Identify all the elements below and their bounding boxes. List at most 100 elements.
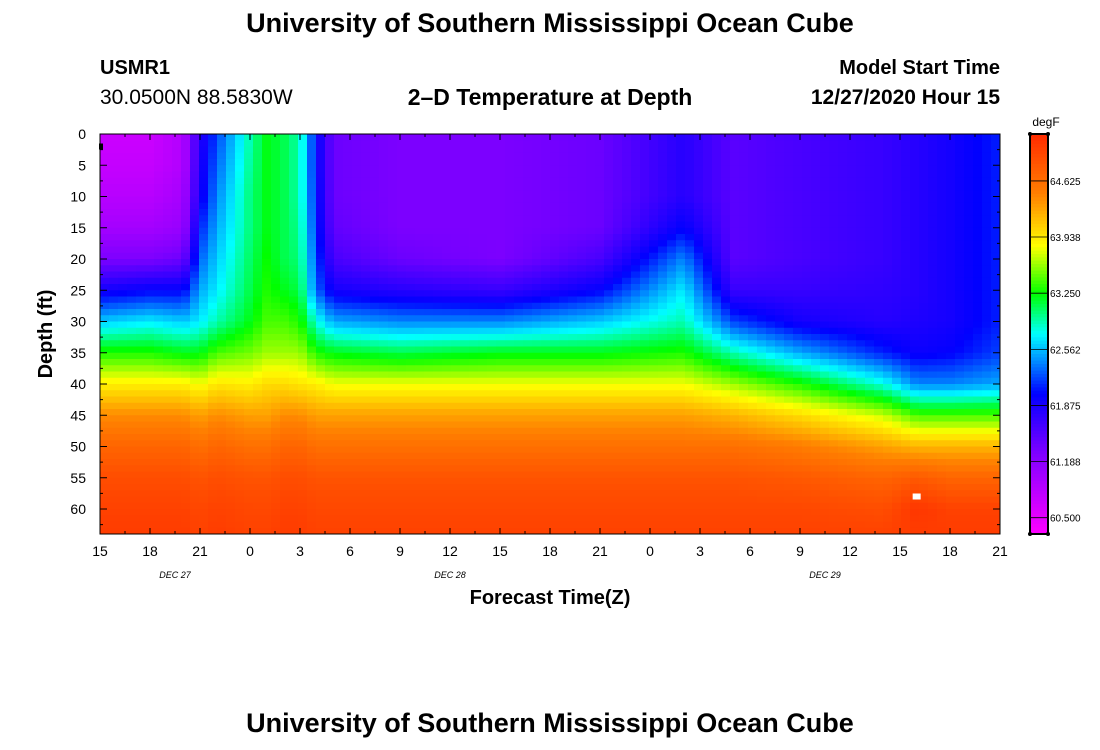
heatmap-cell xyxy=(784,265,794,273)
heatmap-cell xyxy=(487,409,497,416)
heatmap-cell xyxy=(469,215,479,223)
heatmap-cell xyxy=(685,484,695,491)
heatmap-cell xyxy=(397,390,407,398)
heatmap-cell xyxy=(379,365,389,373)
heatmap-cell xyxy=(280,265,290,273)
heatmap-cell xyxy=(478,240,488,248)
heatmap-cell xyxy=(748,371,758,379)
heatmap-cell xyxy=(640,496,650,504)
heatmap-cell xyxy=(388,284,398,291)
heatmap-cell xyxy=(649,315,659,323)
heatmap-cell xyxy=(550,484,560,491)
heatmap-cell xyxy=(379,446,389,454)
heatmap-cell xyxy=(145,246,155,254)
heatmap-cell xyxy=(208,277,218,285)
heatmap-cell xyxy=(406,277,416,285)
heatmap-cell xyxy=(343,396,353,404)
heatmap-cell xyxy=(280,446,290,454)
heatmap-cell xyxy=(208,352,218,360)
heatmap-cell xyxy=(154,477,164,485)
heatmap-cell xyxy=(631,396,641,404)
heatmap-cell xyxy=(190,396,200,404)
heatmap-cell xyxy=(280,284,290,291)
heatmap-cell xyxy=(649,277,659,285)
heatmap-cell xyxy=(658,234,668,241)
heatmap-cell xyxy=(118,384,128,391)
heatmap-cell xyxy=(100,315,110,323)
heatmap-cell xyxy=(424,327,434,335)
heatmap-cell xyxy=(397,427,407,435)
heatmap-cell xyxy=(748,159,758,166)
heatmap-cell xyxy=(343,415,353,423)
heatmap-cell xyxy=(739,402,749,410)
heatmap-cell xyxy=(334,384,344,391)
heatmap-cell xyxy=(478,159,488,166)
heatmap-cell xyxy=(721,221,731,229)
heatmap-cell xyxy=(199,496,209,504)
heatmap-cell xyxy=(496,284,506,291)
heatmap-cell xyxy=(523,296,533,304)
heatmap-cell xyxy=(226,296,236,304)
heatmap-cell xyxy=(676,434,686,441)
heatmap-cell xyxy=(523,152,533,160)
heatmap-cell xyxy=(550,240,560,248)
heatmap-cell xyxy=(244,471,254,479)
heatmap-cell xyxy=(163,277,173,285)
heatmap-cell xyxy=(559,440,569,448)
heatmap-cell xyxy=(235,484,245,491)
heatmap-cell xyxy=(127,509,137,516)
heatmap-cell xyxy=(145,240,155,248)
heatmap-cell xyxy=(226,440,236,448)
heatmap-cell xyxy=(109,159,119,166)
heatmap-cell xyxy=(442,215,452,223)
heatmap-cell xyxy=(154,196,164,204)
heatmap-cell xyxy=(433,452,443,460)
heatmap-cell xyxy=(325,446,335,454)
heatmap-cell xyxy=(334,365,344,373)
heatmap-cell xyxy=(136,521,146,529)
heatmap-cell xyxy=(775,471,785,479)
heatmap-cell xyxy=(622,502,632,510)
heatmap-cell xyxy=(694,377,704,385)
heatmap-cell xyxy=(487,359,497,366)
heatmap-cell xyxy=(604,427,614,435)
heatmap-cell xyxy=(730,471,740,479)
heatmap-cell xyxy=(280,377,290,385)
heatmap-cell xyxy=(343,446,353,454)
heatmap-cell xyxy=(658,159,668,166)
heatmap-cell xyxy=(136,202,146,210)
heatmap-cell xyxy=(631,134,641,141)
heatmap-cell xyxy=(568,390,578,398)
heatmap-cell xyxy=(577,284,587,291)
heatmap-cell xyxy=(487,152,497,160)
heatmap-cell xyxy=(316,371,326,379)
heatmap-cell xyxy=(622,184,632,191)
heatmap-cell xyxy=(676,446,686,454)
heatmap-cell xyxy=(631,427,641,435)
heatmap-cell xyxy=(280,215,290,223)
heatmap-cell xyxy=(289,440,299,448)
heatmap-cell xyxy=(100,171,110,179)
heatmap-cell xyxy=(379,496,389,504)
heatmap-cell xyxy=(577,209,587,216)
heatmap-cell xyxy=(640,209,650,216)
heatmap-cell xyxy=(568,421,578,429)
heatmap-cell xyxy=(397,184,407,191)
heatmap-cell xyxy=(271,484,281,491)
heatmap-cell xyxy=(649,409,659,416)
heatmap-cell xyxy=(748,459,758,466)
heatmap-cell xyxy=(478,384,488,391)
heatmap-cell xyxy=(568,446,578,454)
heatmap-cell xyxy=(244,259,254,266)
heatmap-cell xyxy=(352,177,362,185)
heatmap-cell xyxy=(442,484,452,491)
heatmap-cell xyxy=(235,134,245,141)
heatmap-cell xyxy=(739,215,749,223)
heatmap-cell xyxy=(496,234,506,241)
heatmap-cell xyxy=(640,527,650,534)
heatmap-cell xyxy=(721,421,731,429)
heatmap-cell xyxy=(703,146,713,154)
heatmap-cell xyxy=(649,240,659,248)
heatmap-cell xyxy=(622,171,632,179)
heatmap-cell xyxy=(334,309,344,316)
